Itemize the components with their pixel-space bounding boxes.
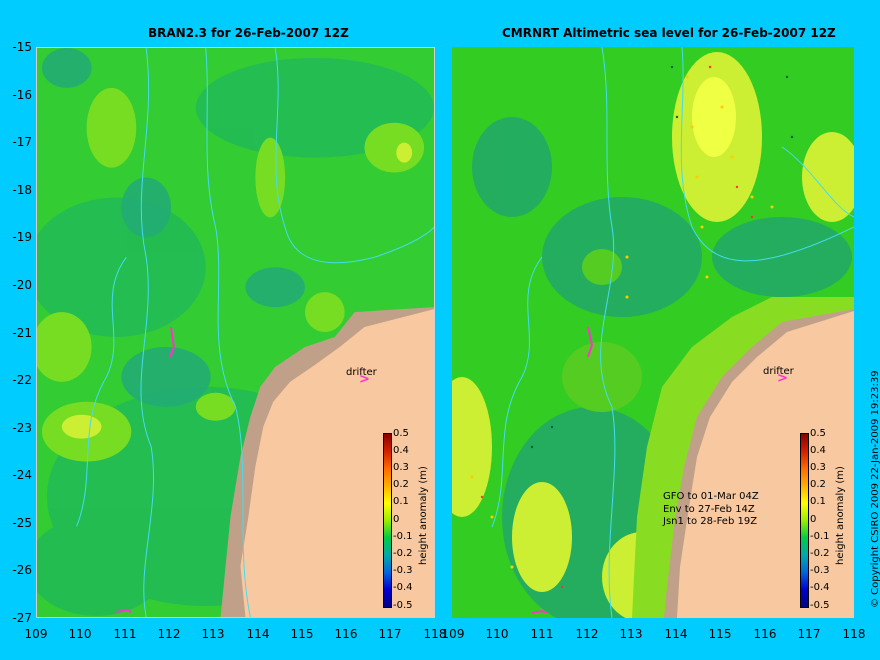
- y-tick: -25: [12, 516, 32, 530]
- x-tick: 110: [485, 627, 509, 641]
- colorbar-tick: 0.4: [810, 445, 826, 456]
- y-tick: -22: [12, 373, 32, 387]
- copyright-note: © Copyright CSIRO 2009 22-Jan-2009 19:23…: [870, 370, 880, 608]
- left-drifter-arrow-icon: >: [359, 372, 370, 387]
- y-tick: -17: [12, 135, 32, 149]
- colorbar-tick: 0: [393, 514, 400, 525]
- y-tick: -15: [12, 40, 32, 54]
- colorbar-tick: -0.3: [810, 565, 830, 576]
- right-drifter-arrow-icon: >: [777, 371, 788, 386]
- y-tick: -19: [12, 230, 32, 244]
- colorbar-tick: -0.4: [810, 582, 830, 593]
- x-tick: 113: [201, 627, 225, 641]
- x-tick: 111: [530, 627, 554, 641]
- right-colorbar: [800, 433, 809, 608]
- left-colorbar: [383, 433, 392, 608]
- x-tick: 110: [68, 627, 92, 641]
- colorbar-tick: -0.4: [393, 582, 413, 593]
- colorbar-tick: 0.1: [810, 496, 826, 507]
- colorbar-tick: 0.4: [393, 445, 409, 456]
- x-tick: 117: [378, 627, 402, 641]
- x-tick: 118: [423, 627, 447, 641]
- x-tick: 109: [24, 627, 48, 641]
- right-drifter-label: drifter: [763, 366, 794, 377]
- bran-map: [36, 47, 435, 618]
- altimetry-map-canvas: [452, 47, 854, 618]
- x-tick: 114: [246, 627, 270, 641]
- colorbar-tick: 0.2: [810, 479, 826, 490]
- x-tick: 118: [842, 627, 866, 641]
- y-tick: -16: [12, 88, 32, 102]
- y-tick: -26: [12, 563, 32, 577]
- legend-line-gfo: GFO to 01-Mar 04Z: [663, 491, 759, 502]
- y-tick: -27: [12, 611, 32, 625]
- altimetry-map: [452, 47, 854, 618]
- x-tick: 116: [334, 627, 358, 641]
- y-tick: -24: [12, 468, 32, 482]
- colorbar-tick: -0.1: [810, 531, 830, 542]
- colorbar-tick: 0.5: [393, 428, 409, 439]
- x-tick: 115: [290, 627, 314, 641]
- left-colorbar-title: height anomaly (m): [418, 466, 429, 565]
- right-map-title: CMRNRT Altimetric sea level for 26-Feb-2…: [502, 26, 836, 40]
- x-tick: 112: [157, 627, 181, 641]
- y-tick: -18: [12, 183, 32, 197]
- x-tick: 116: [753, 627, 777, 641]
- colorbar-tick: 0.1: [393, 496, 409, 507]
- x-tick: 115: [708, 627, 732, 641]
- x-tick: 114: [664, 627, 688, 641]
- colorbar-tick: 0.3: [810, 462, 826, 473]
- satellite-legend: GFO to 01-Mar 04Z Env to 27-Feb 14Z Jsn1…: [663, 491, 759, 529]
- colorbar-tick: 0.3: [393, 462, 409, 473]
- colorbar-tick: -0.5: [393, 600, 413, 611]
- colorbar-tick: 0.2: [393, 479, 409, 490]
- colorbar-tick: -0.5: [810, 600, 830, 611]
- x-tick: 109: [441, 627, 465, 641]
- colorbar-tick: -0.3: [393, 565, 413, 576]
- x-tick: 113: [619, 627, 643, 641]
- legend-line-env: Env to 27-Feb 14Z: [663, 503, 755, 515]
- left-drifter-label: drifter: [346, 367, 377, 378]
- right-colorbar-title: height anomaly (m): [835, 466, 846, 565]
- left-map-title: BRAN2.3 for 26-Feb-2007 12Z: [148, 26, 349, 40]
- x-tick: 111: [113, 627, 137, 641]
- y-tick: -21: [12, 326, 32, 340]
- y-tick: -20: [12, 278, 32, 292]
- colorbar-tick: -0.2: [810, 548, 830, 559]
- x-tick: 112: [575, 627, 599, 641]
- bran-map-canvas: [37, 48, 434, 617]
- colorbar-tick: 0.5: [810, 428, 826, 439]
- x-tick: 117: [797, 627, 821, 641]
- colorbar-tick: 0: [810, 514, 817, 525]
- y-tick: -23: [12, 421, 32, 435]
- colorbar-tick: -0.2: [393, 548, 413, 559]
- legend-line-jsn1: Jsn1 to 28-Feb 19Z: [663, 516, 758, 527]
- colorbar-tick: -0.1: [393, 531, 413, 542]
